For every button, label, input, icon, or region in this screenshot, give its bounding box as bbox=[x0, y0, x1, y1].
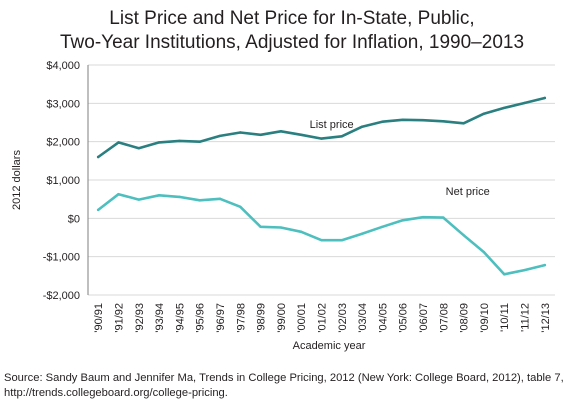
series-label-net-price: Net price bbox=[446, 186, 490, 198]
data-point bbox=[401, 219, 404, 222]
x-tick-label: '12/13 bbox=[540, 303, 552, 333]
x-tick-label: '03/04 bbox=[357, 303, 369, 333]
chart-title-line-1: List Price and Net Price for In-State, P… bbox=[109, 8, 474, 29]
data-point bbox=[320, 238, 323, 242]
series-lines bbox=[96, 96, 547, 276]
x-tick-label: '93/94 bbox=[154, 303, 166, 333]
x-tick-label: '07/08 bbox=[438, 303, 450, 333]
x-tick-label: '11/12 bbox=[520, 303, 532, 332]
data-point bbox=[178, 139, 181, 143]
data-point bbox=[523, 268, 526, 272]
data-point bbox=[117, 141, 120, 144]
source-note: Source: Sandy Baum and Jennifer Ma, Tren… bbox=[4, 372, 564, 399]
data-point bbox=[259, 133, 262, 136]
data-point bbox=[360, 232, 364, 235]
data-point bbox=[279, 226, 283, 229]
data-point bbox=[239, 131, 242, 134]
series-label-list-price: List price bbox=[310, 119, 354, 131]
data-point bbox=[442, 120, 445, 123]
x-tick-label: '91/92 bbox=[113, 303, 125, 333]
x-tick-label: '94/95 bbox=[174, 303, 186, 333]
x-tick-label: '97/98 bbox=[235, 303, 247, 333]
x-tick-label: '02/03 bbox=[337, 303, 349, 333]
y-tick-label: $2,000 bbox=[46, 137, 80, 149]
y-tick-label: $3,000 bbox=[46, 98, 80, 110]
data-point bbox=[137, 146, 140, 150]
x-tick-label: '99/00 bbox=[276, 303, 288, 333]
x-axis-ticks: '90/91 '91/92 '92/93 '93/94 '94/95 '95/96 '96/… bbox=[93, 303, 552, 333]
data-point bbox=[482, 250, 486, 254]
data-point bbox=[462, 234, 465, 237]
data-point bbox=[340, 135, 344, 138]
data-point bbox=[503, 106, 506, 110]
chart-title: List Price and Net Price for In-State, P… bbox=[60, 8, 524, 53]
x-tick-label: '96/97 bbox=[215, 303, 227, 333]
data-point bbox=[340, 238, 344, 242]
y-axis-ticks: -$2,000 -$1,000 $0 $1,000 $2,000 $3,000 $4,000 bbox=[43, 60, 80, 302]
data-point bbox=[96, 155, 100, 159]
chart-title-line-2: Two-Year Institutions, Adjusted for Infl… bbox=[60, 32, 524, 53]
data-point bbox=[178, 195, 181, 199]
x-axis-label: Academic year bbox=[293, 340, 366, 352]
y-tick-label: $0 bbox=[68, 213, 80, 225]
x-tick-label: '98/99 bbox=[256, 303, 268, 333]
data-point bbox=[259, 225, 262, 228]
y-tick-label: -$1,000 bbox=[43, 252, 80, 264]
data-point bbox=[401, 118, 404, 122]
data-point bbox=[543, 263, 547, 267]
data-point bbox=[543, 96, 547, 100]
y-tick-label: $4,000 bbox=[46, 60, 80, 72]
series-line-net-price bbox=[96, 192, 547, 276]
line-chart: List Price and Net Price for In-State, P… bbox=[11, 8, 555, 352]
x-tick-label: '05/06 bbox=[398, 303, 410, 333]
data-point bbox=[421, 119, 425, 122]
x-tick-label: '10/11 bbox=[499, 303, 511, 332]
data-point bbox=[299, 230, 303, 233]
data-point bbox=[96, 208, 100, 212]
data-point bbox=[218, 197, 222, 200]
gridlines bbox=[87, 64, 555, 296]
data-point bbox=[279, 130, 283, 133]
data-point bbox=[117, 192, 120, 196]
data-point bbox=[482, 112, 486, 115]
data-point bbox=[320, 137, 323, 140]
data-point bbox=[157, 194, 161, 197]
data-point bbox=[523, 101, 526, 105]
data-point bbox=[218, 134, 222, 138]
series-labels: List price Net price bbox=[310, 119, 490, 198]
data-point bbox=[239, 205, 242, 209]
x-tick-label: '95/96 bbox=[195, 303, 207, 333]
y-tick-label: -$2,000 bbox=[43, 290, 80, 302]
x-tick-label: '06/07 bbox=[418, 303, 430, 333]
data-point bbox=[198, 199, 201, 202]
x-tick-label: '90/91 bbox=[93, 303, 105, 333]
data-point bbox=[360, 125, 364, 128]
x-tick-label: '01/02 bbox=[317, 303, 329, 333]
x-tick-label: '09/10 bbox=[479, 303, 491, 333]
data-point bbox=[381, 120, 384, 123]
data-point bbox=[137, 198, 140, 201]
y-axis-label: 2012 dollars bbox=[11, 150, 23, 210]
x-tick-label: '08/09 bbox=[459, 303, 471, 333]
data-point bbox=[299, 133, 303, 136]
data-point bbox=[442, 216, 445, 219]
data-point bbox=[503, 273, 506, 276]
data-point bbox=[421, 215, 425, 219]
y-tick-label: $1,000 bbox=[46, 175, 80, 187]
data-point bbox=[157, 141, 161, 144]
x-tick-label: '92/93 bbox=[134, 303, 146, 333]
data-point bbox=[198, 140, 201, 143]
data-point bbox=[462, 122, 465, 125]
x-tick-label: '00/01 bbox=[296, 303, 308, 333]
data-point bbox=[381, 225, 384, 228]
x-tick-label: '04/05 bbox=[377, 303, 389, 333]
